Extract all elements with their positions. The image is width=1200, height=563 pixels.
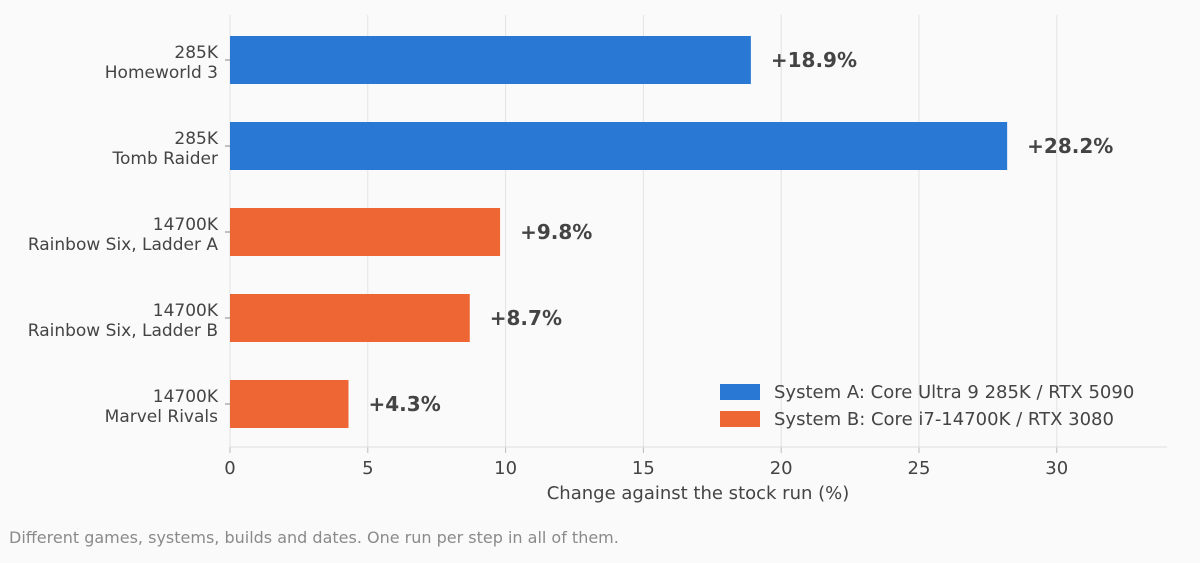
x-tick-label-30: 30: [1045, 458, 1068, 479]
data-label-2: +9.8%: [520, 220, 592, 244]
x-tick-label-0: 0: [224, 458, 235, 479]
bar-chart: +18.9% +28.2% +9.8% +8.7% +4.3% 0 5 10 15 20 25 30…: [28, 15, 1167, 504]
x-tick-label-10: 10: [494, 458, 517, 479]
grid-lines: [229, 15, 1058, 447]
y-tick-label-1-1: Tomb Raider: [112, 149, 218, 169]
y-tick-label-2-0: 14700K: [153, 215, 219, 235]
legend-swatch-0: [720, 384, 760, 400]
y-tick-label-0-1: Homeworld 3: [105, 63, 218, 83]
bar-2: [230, 208, 501, 256]
bar-1: [230, 122, 1008, 170]
legend: System A: Core Ultra 9 285K / RTX 5090 Sy…: [720, 382, 1134, 430]
bar-3: [230, 294, 470, 342]
x-tick-label-20: 20: [770, 458, 793, 479]
bar-4: [230, 380, 349, 428]
data-label-3: +8.7%: [490, 306, 562, 330]
legend-swatch-1: [720, 411, 760, 427]
x-tick-label-25: 25: [908, 458, 931, 479]
data-label-0: +18.9%: [771, 48, 857, 72]
bar-0: [230, 36, 751, 84]
y-tick-label-4-0: 14700K: [153, 387, 219, 407]
legend-label-1: System B: Core i7-14700K / RTX 3080: [774, 409, 1114, 430]
y-tick-label-0-0: 285K: [174, 43, 218, 63]
data-label-1: +28.2%: [1027, 134, 1113, 158]
data-label-4: +4.3%: [369, 392, 441, 416]
x-tick-label-5: 5: [362, 458, 373, 479]
y-tick-label-1-0: 285K: [174, 129, 218, 149]
y-tick-label-3-0: 14700K: [153, 301, 219, 321]
y-tick-label-4-1: Marvel Rivals: [105, 407, 218, 427]
x-tick-label-15: 15: [632, 458, 655, 479]
bars: +18.9% +28.2% +9.8% +8.7% +4.3%: [230, 36, 1113, 428]
y-tick-label-2-1: Rainbow Six, Ladder A: [28, 235, 219, 255]
footnote: Different games, systems, builds and dat…: [9, 528, 619, 547]
x-axis: 0 5 10 15 20 25 30: [224, 446, 1167, 479]
y-tick-label-3-1: Rainbow Six, Ladder B: [28, 321, 218, 341]
legend-label-0: System A: Core Ultra 9 285K / RTX 5090: [774, 382, 1134, 403]
x-axis-label: Change against the stock run (%): [547, 483, 850, 504]
